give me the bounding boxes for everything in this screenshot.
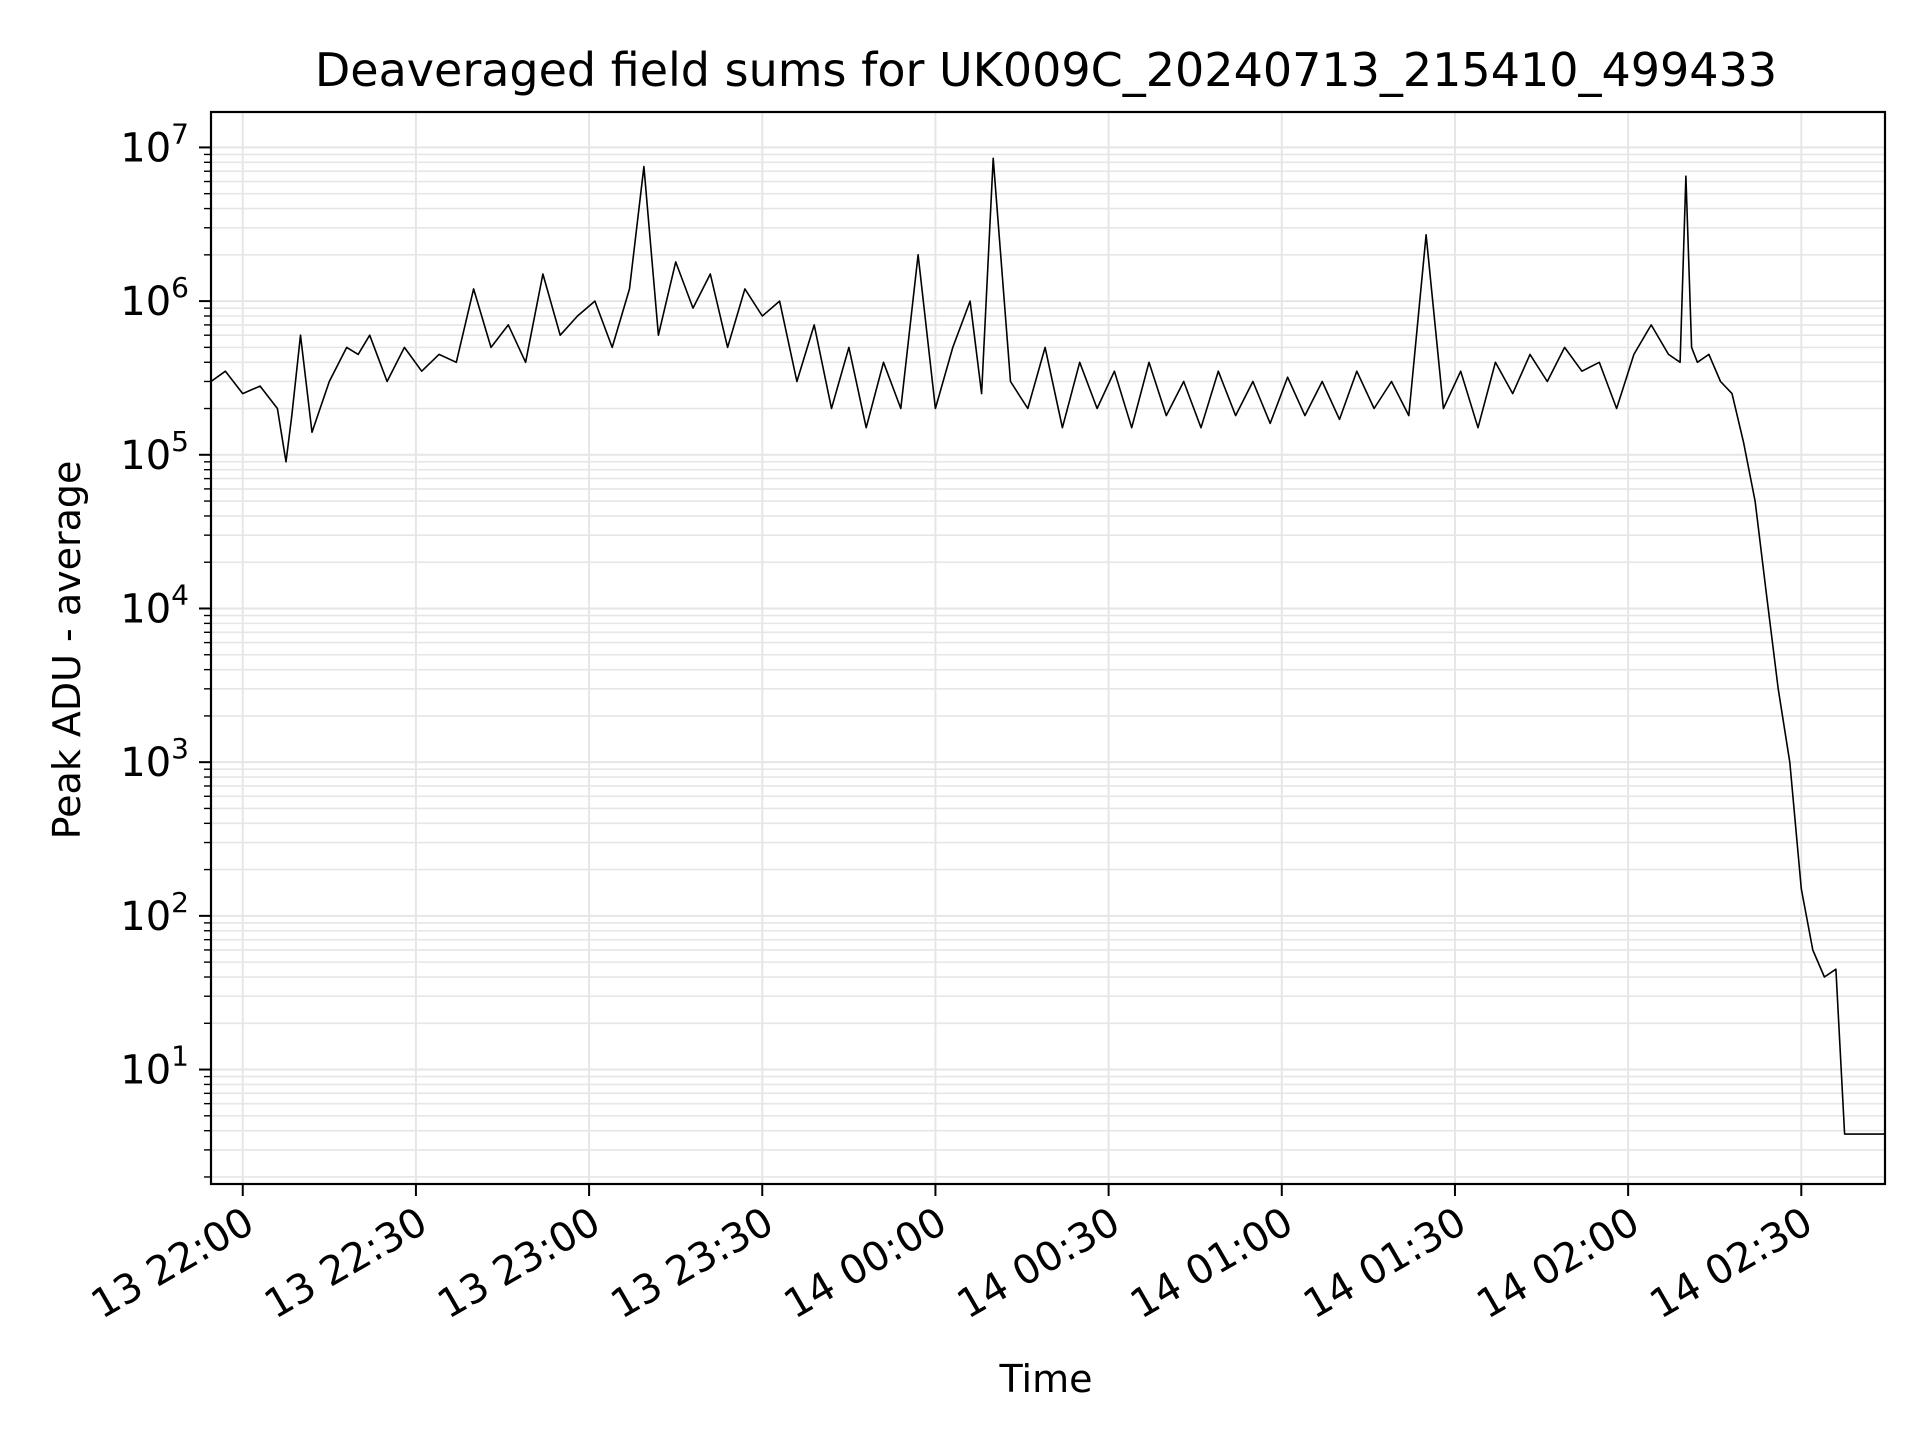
y-axis-title: Peak ADU - average [45,461,89,840]
series-lines [210,157,1885,1135]
y-tick-label: 104 [120,578,189,632]
y-tick-label: 101 [120,1040,189,1094]
y-tick-label: 106 [120,271,189,325]
x-axis-title: Time [999,1357,1093,1401]
axis-ticks [199,146,1803,1196]
y-tick-label: 105 [120,425,189,479]
plot-frame [209,110,1887,1186]
y-tick-label: 102 [120,886,189,940]
y-tick-label: 103 [120,732,189,786]
y-tick-label: 107 [120,117,189,171]
series-line [210,157,1885,1135]
grid-lines [211,112,1885,1184]
chart-title: Deaveraged field sums for UK009C_2024071… [315,43,1777,97]
